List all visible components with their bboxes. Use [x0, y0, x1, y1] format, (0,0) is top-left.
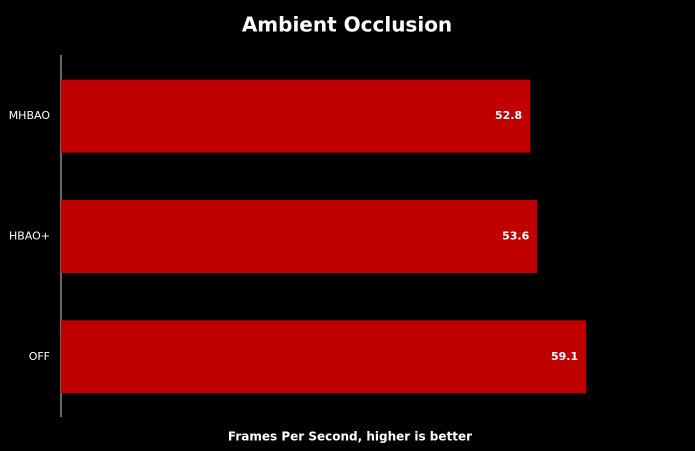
y-tick-label: OFF [29, 350, 50, 363]
data-label: 59.1 [551, 350, 578, 363]
x-axis-label: Frames Per Second, higher is better [228, 430, 472, 444]
bar [61, 79, 531, 153]
bar [61, 200, 538, 273]
y-tick-label: HBAO+ [9, 230, 50, 243]
y-tick-label: MHBAO [9, 109, 51, 122]
chart-title: Ambient Occlusion [242, 13, 452, 37]
data-label: 53.6 [502, 230, 529, 243]
bar [61, 320, 587, 394]
data-label: 52.8 [495, 109, 522, 122]
